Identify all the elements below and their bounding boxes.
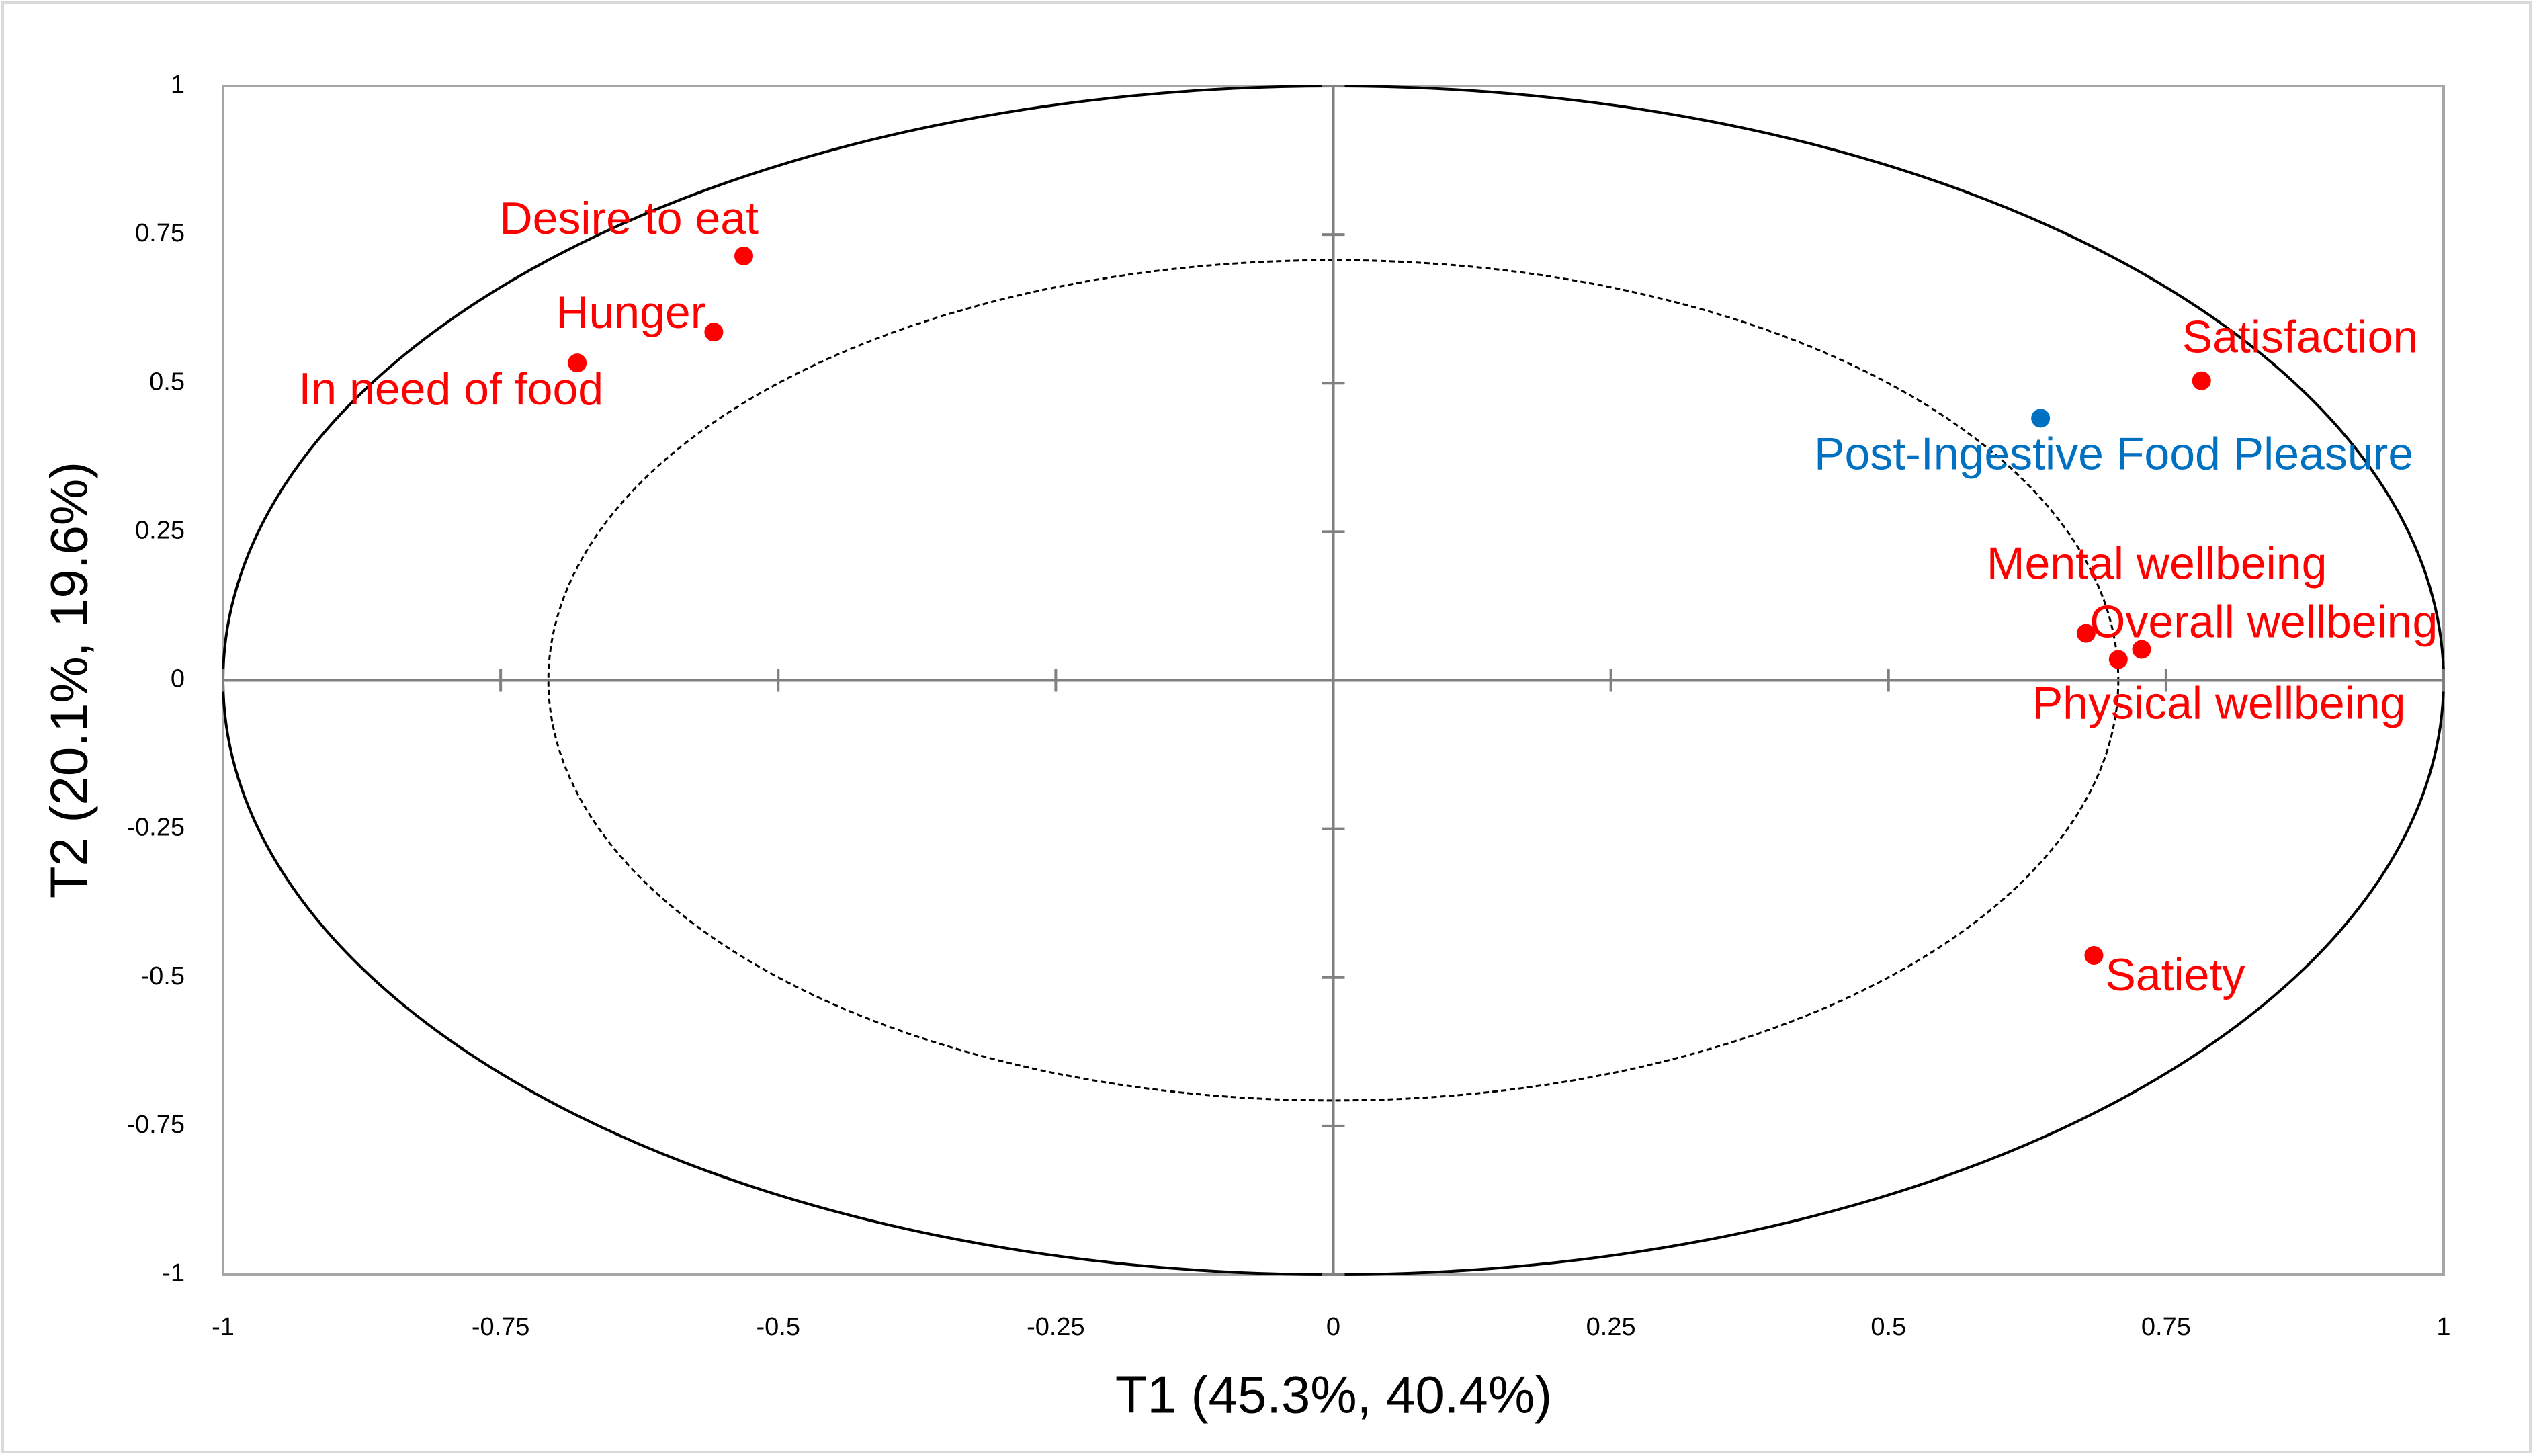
y-tick-label: -0.5 xyxy=(141,962,185,990)
y-tick-label: 0 xyxy=(171,665,185,693)
y-tick-label: -0.75 xyxy=(126,1111,185,1139)
point-label: Overall wellbeing xyxy=(2090,596,2438,647)
x-axis-title: T1 (45.3%, 40.4%) xyxy=(1115,1365,1552,1424)
point-label: Hunger xyxy=(556,287,705,338)
y-tick-label: -1 xyxy=(162,1259,185,1287)
point xyxy=(568,353,587,373)
x-tick-label: 1 xyxy=(2436,1313,2450,1341)
y-tick-label: 1 xyxy=(171,71,185,99)
point-label: Satisfaction xyxy=(2182,312,2419,363)
point xyxy=(2084,946,2104,966)
point-label: Desire to eat xyxy=(499,193,759,244)
x-tick-label: -0.75 xyxy=(472,1313,530,1341)
y-tick-label: 0.75 xyxy=(135,219,185,247)
point-label: Mental wellbeing xyxy=(1987,538,2327,589)
point-label: In need of food xyxy=(298,363,603,415)
point xyxy=(2132,640,2151,659)
y-axis-title: T2 (20.1%, 19.6%) xyxy=(40,462,99,898)
x-tick-label: 0.5 xyxy=(1870,1313,1906,1341)
point xyxy=(2108,650,2128,669)
point-label: Physical wellbeing xyxy=(2032,678,2406,729)
y-tick-label: 0.25 xyxy=(135,516,185,544)
x-tick-label: 0.75 xyxy=(2141,1313,2191,1341)
x-tick-label: -0.5 xyxy=(757,1313,800,1341)
y-tick-label: 0.5 xyxy=(149,368,185,396)
point xyxy=(2192,371,2211,390)
x-tick-label: -0.25 xyxy=(1027,1313,1085,1341)
point xyxy=(704,323,724,342)
point xyxy=(2031,409,2051,428)
point-label: Satiety xyxy=(2105,949,2245,1000)
x-tick-label: 0 xyxy=(1326,1313,1340,1341)
y-tick-label: -0.25 xyxy=(126,814,185,842)
point xyxy=(2076,624,2096,643)
point-label: Post-Ingestive Food Pleasure xyxy=(1814,428,2413,479)
x-tick-label: -1 xyxy=(212,1313,234,1341)
x-tick-label: 0.25 xyxy=(1586,1313,1636,1341)
point xyxy=(734,246,754,265)
